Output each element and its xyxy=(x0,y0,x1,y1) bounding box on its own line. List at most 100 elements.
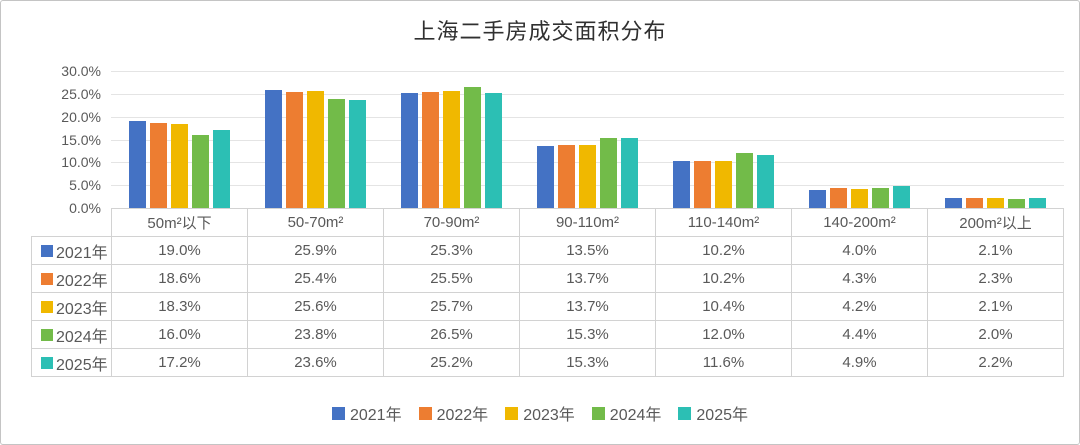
bar-2021年 xyxy=(945,198,963,208)
series-label: 2022年 xyxy=(56,272,108,290)
value-cell: 19.0% xyxy=(111,236,248,265)
value-cell: 13.7% xyxy=(519,264,656,293)
bar-2023年 xyxy=(306,91,324,208)
value-cell: 25.7% xyxy=(383,292,520,321)
bar-group xyxy=(792,71,928,208)
bar-2024年 xyxy=(872,187,890,208)
legend-item: 2024年 xyxy=(591,401,661,425)
legend-swatch-icon xyxy=(505,406,519,420)
value-cell: 13.5% xyxy=(519,236,656,265)
legend-item: 2022年 xyxy=(418,401,489,425)
y-axis-tick-label: 5.0% xyxy=(69,177,101,194)
value-cell: 18.3% xyxy=(111,292,248,321)
legend-label: 2021年 xyxy=(349,407,402,424)
legend-swatch-icon xyxy=(331,406,345,420)
series-label-cell: 2023年 xyxy=(31,292,112,321)
bar-2021年 xyxy=(536,146,554,208)
value-cell: 25.4% xyxy=(247,264,384,293)
gridline xyxy=(111,139,1064,141)
bar-2025年 xyxy=(893,185,911,208)
bar-2024年 xyxy=(463,87,481,208)
bar-2023年 xyxy=(715,160,733,208)
bar-2025年 xyxy=(484,92,502,208)
legend-label: 2022年 xyxy=(436,407,489,424)
data-table: 50m²以下 50-70m² 70-90m² 90-110m² 110-140m² 140… xyxy=(31,208,1064,377)
value-cell: 23.8% xyxy=(247,320,384,349)
value-cell: 2.1% xyxy=(927,292,1064,321)
bar-2021年 xyxy=(264,89,282,208)
bar-2021年 xyxy=(673,161,691,208)
value-cell: 15.3% xyxy=(519,320,656,349)
category-header-cell: 90-110m² xyxy=(519,208,656,237)
bar-2022年 xyxy=(285,92,303,208)
category-header-cell: 70-90m² xyxy=(383,208,520,237)
bar-2023年 xyxy=(851,188,869,208)
value-cell: 11.6% xyxy=(655,348,792,377)
bar-2022年 xyxy=(966,197,984,208)
series-swatch-icon xyxy=(41,300,53,313)
bar-2024年 xyxy=(599,138,617,208)
bar-group xyxy=(111,71,247,208)
value-cell: 2.2% xyxy=(927,348,1064,377)
bar-2022年 xyxy=(149,123,167,208)
legend-item: 2025年 xyxy=(678,401,748,425)
bar-2024年 xyxy=(327,99,345,208)
legend-label: 2023年 xyxy=(523,407,575,424)
bar-2022年 xyxy=(557,145,575,208)
value-cell: 10.2% xyxy=(655,264,792,293)
gridline xyxy=(111,116,1064,118)
legend-item: 2021年 xyxy=(331,401,402,425)
bar-2024年 xyxy=(191,134,209,208)
series-label: 2023年 xyxy=(56,300,108,318)
value-cell: 10.4% xyxy=(655,292,792,321)
table-row: 2023年 18.3% 25.6% 25.7% 13.7% 10.4% 4.2% 2.1% xyxy=(31,292,1064,321)
value-cell: 25.6% xyxy=(247,292,384,321)
series-label: 2024年 xyxy=(56,328,108,346)
y-axis-tick-label: 25.0% xyxy=(61,85,101,102)
series-label: 2025年 xyxy=(56,356,108,374)
legend-swatch-icon xyxy=(418,406,432,420)
bar-2022年 xyxy=(830,188,848,208)
legend-label: 2025年 xyxy=(696,407,749,424)
bar-group xyxy=(519,71,655,208)
bar-2021年 xyxy=(400,92,418,208)
value-cell: 10.2% xyxy=(655,236,792,265)
bar-2023年 xyxy=(170,124,188,208)
category-header-cell: 50m²以下 xyxy=(111,208,248,237)
bar-2022年 xyxy=(694,161,712,208)
bar-2024年 xyxy=(1008,198,1026,208)
value-cell: 25.5% xyxy=(383,264,520,293)
bar-2025年 xyxy=(212,129,230,208)
series-label-cell: 2025年 xyxy=(31,348,112,377)
category-header-cell: 200m²以上 xyxy=(927,208,1064,237)
value-cell: 17.2% xyxy=(111,348,248,377)
table-row: 2022年 18.6% 25.4% 25.5% 13.7% 10.2% 4.3% 2.3% xyxy=(31,264,1064,293)
value-cell: 23.6% xyxy=(247,348,384,377)
y-axis-tick-label: 20.0% xyxy=(61,108,101,125)
value-cell: 18.6% xyxy=(111,264,248,293)
value-cell: 2.3% xyxy=(927,264,1064,293)
series-label-cell: 2024年 xyxy=(31,320,112,349)
value-cell: 26.5% xyxy=(383,320,520,349)
chart-title: 上海二手房成交面积分布 xyxy=(413,19,667,44)
series-swatch-icon xyxy=(41,272,53,285)
legend-item: 2023年 xyxy=(505,401,575,425)
bar-group xyxy=(383,71,519,208)
bar-2023年 xyxy=(442,90,460,208)
value-cell: 2.1% xyxy=(927,236,1064,265)
y-axis-tick-label: 15.0% xyxy=(61,131,101,148)
value-cell: 13.7% xyxy=(519,292,656,321)
value-cell: 25.2% xyxy=(383,348,520,377)
gridline xyxy=(111,93,1064,95)
bar-2022年 xyxy=(421,91,439,208)
value-cell: 2.0% xyxy=(927,320,1064,349)
bar-2025年 xyxy=(757,155,775,208)
category-header-cell: 50-70m² xyxy=(247,208,384,237)
value-cell: 25.3% xyxy=(383,236,520,265)
bar-2023年 xyxy=(578,145,596,208)
value-cell: 4.3% xyxy=(791,264,928,293)
bar-2025年 xyxy=(1029,198,1047,208)
bar-group xyxy=(247,71,383,208)
bar-group xyxy=(928,71,1064,208)
